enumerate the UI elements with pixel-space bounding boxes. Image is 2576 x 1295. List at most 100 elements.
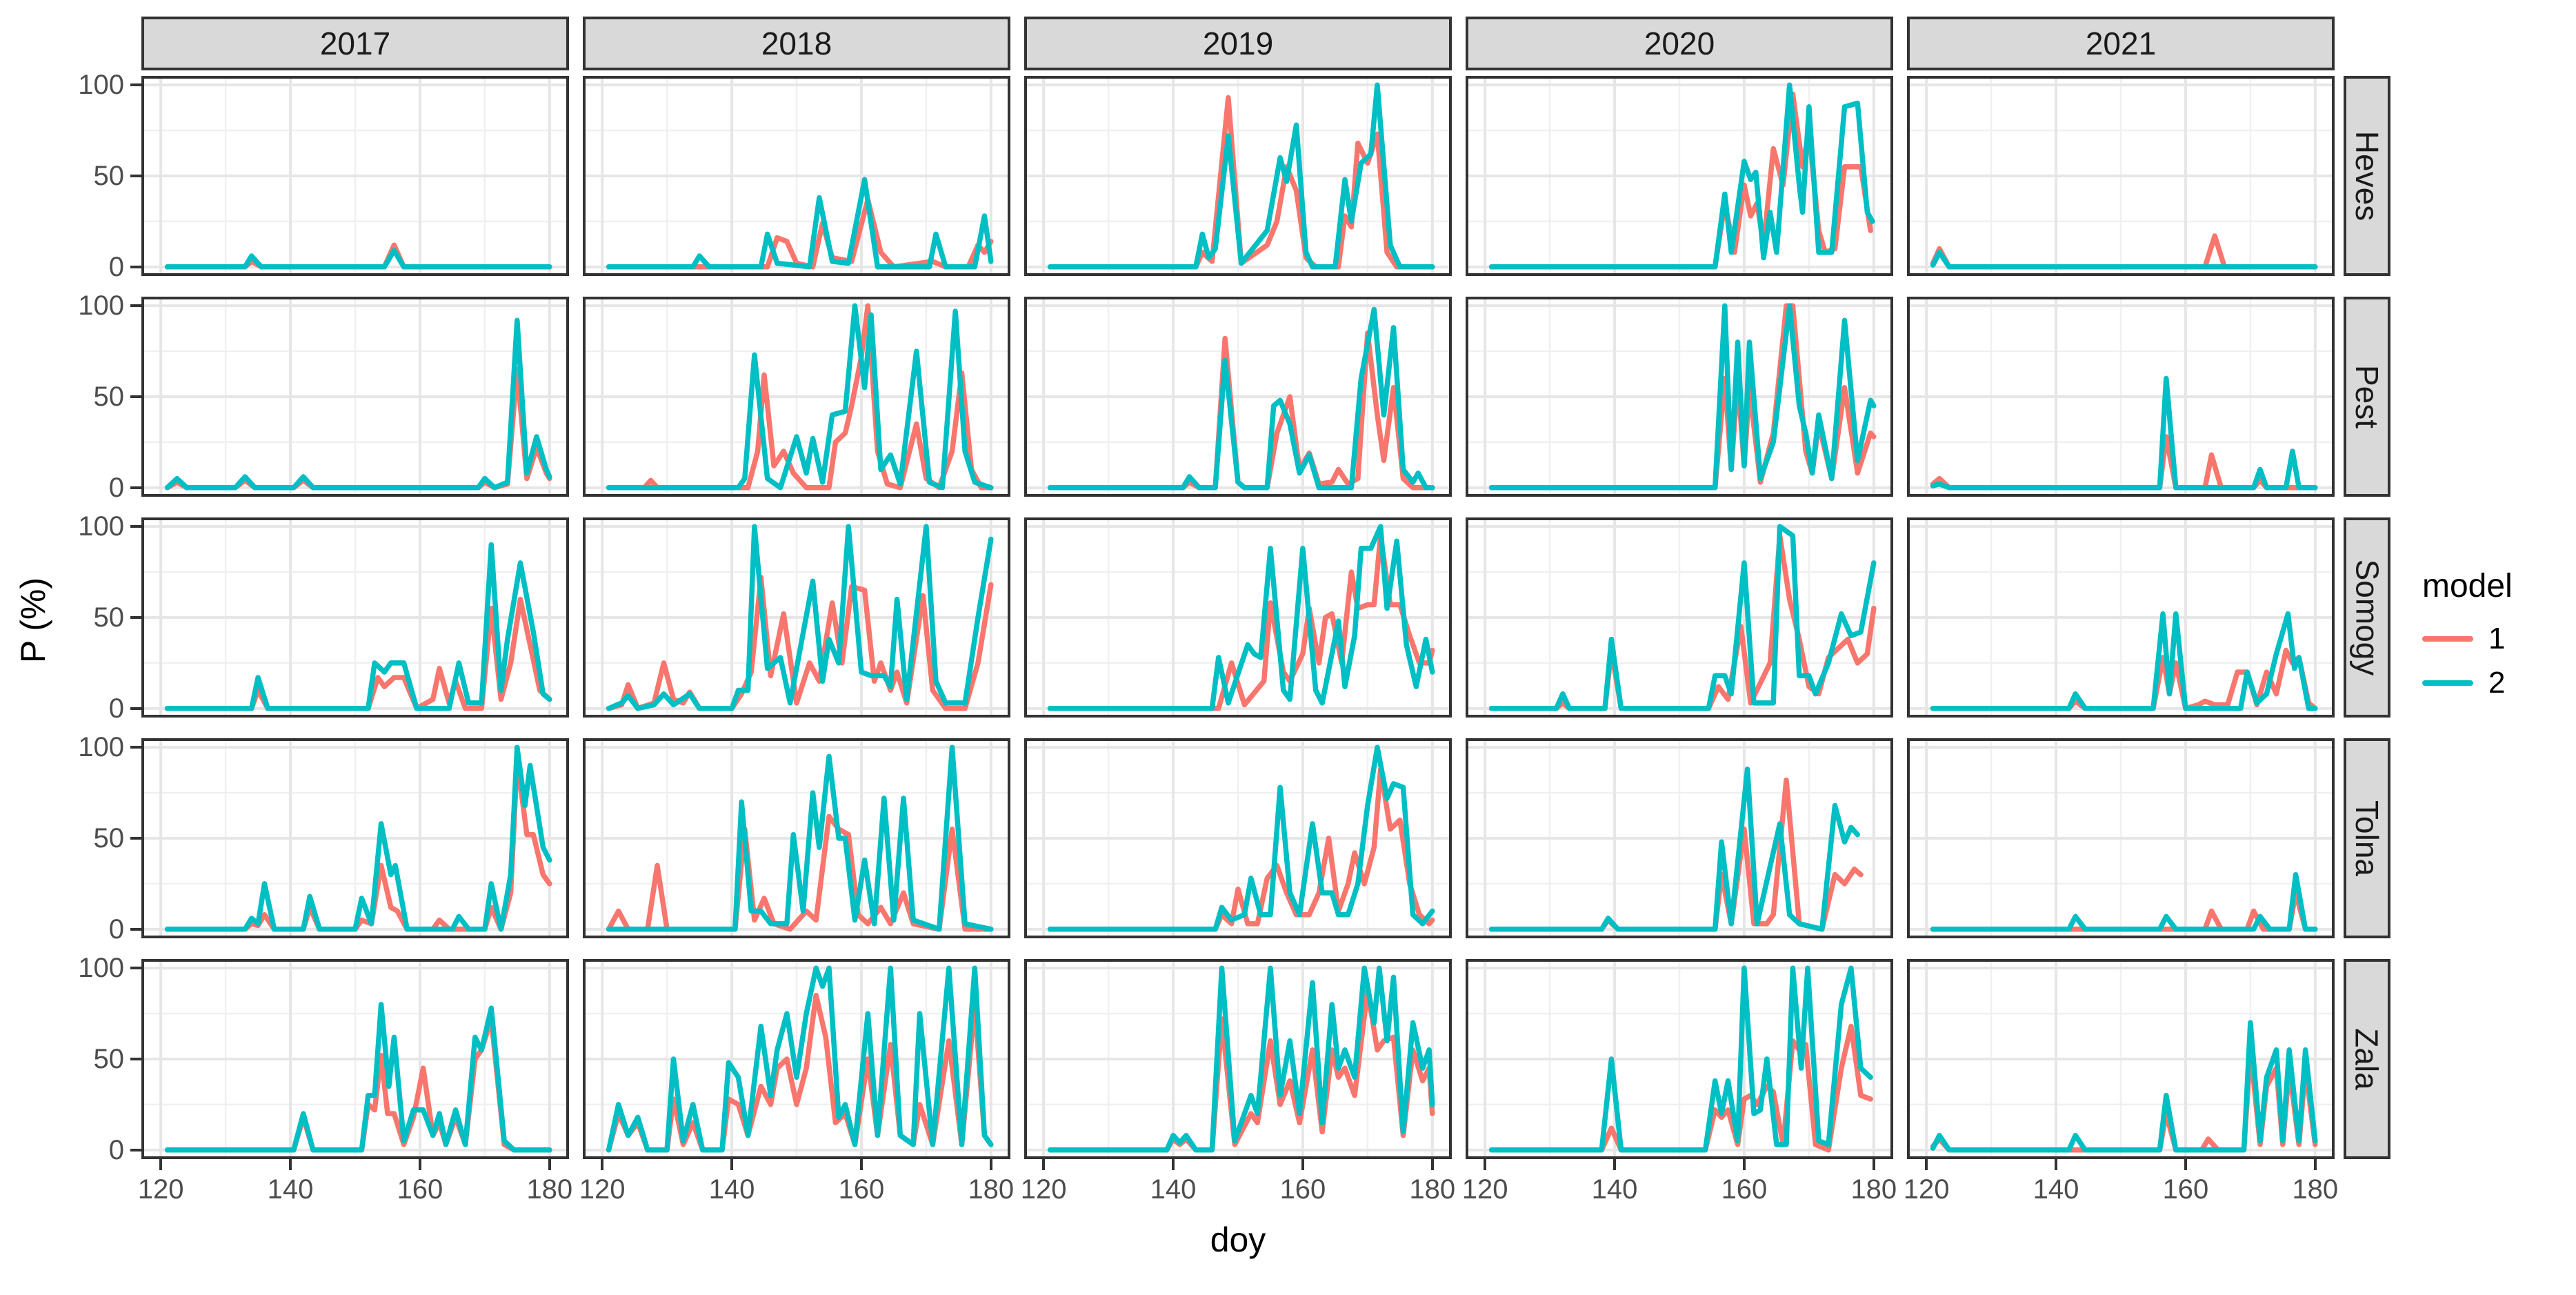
panel-2021-Zala bbox=[1907, 959, 2335, 1159]
y-tick-label-Somogy-50: 50 bbox=[93, 602, 125, 633]
facet-strip-region-Heves: Heves bbox=[2344, 76, 2390, 276]
panel-2019-Tolna bbox=[1024, 738, 1452, 938]
panel-2021-Heves bbox=[1907, 76, 2335, 276]
panel-2020-Tolna bbox=[1466, 738, 1893, 938]
x-tick-mark bbox=[1042, 1159, 1046, 1170]
y-tick-mark bbox=[130, 1148, 141, 1151]
y-tick-mark bbox=[130, 706, 141, 710]
panel-2020-Somogy bbox=[1466, 517, 1893, 718]
x-tick-label-2017-140: 140 bbox=[267, 1174, 314, 1205]
x-tick-label-2020-120: 120 bbox=[1461, 1174, 1508, 1205]
x-tick-label-2020-160: 160 bbox=[1721, 1174, 1768, 1205]
x-tick-mark bbox=[159, 1159, 163, 1170]
x-tick-mark bbox=[1872, 1159, 1875, 1170]
panel-2021-Tolna bbox=[1907, 738, 2335, 938]
panel-2017-Zala bbox=[141, 959, 569, 1159]
x-tick-mark bbox=[1613, 1159, 1617, 1170]
line-model-1-2019-Somogy bbox=[1047, 533, 1435, 711]
y-tick-mark bbox=[130, 265, 141, 268]
x-tick-mark bbox=[989, 1159, 992, 1170]
facet-strip-region-Tolna: Tolna bbox=[2344, 738, 2390, 938]
facet-strip-year-2019: 2019 bbox=[1024, 17, 1452, 70]
legend-label-model-1: 1 bbox=[2488, 622, 2506, 655]
x-tick-label-2021-160: 160 bbox=[2162, 1174, 2209, 1205]
x-tick-label-2017-160: 160 bbox=[397, 1174, 443, 1205]
panel-2019-Somogy bbox=[1024, 517, 1452, 718]
panel-2020-Heves bbox=[1466, 76, 1893, 276]
line-model-2-2018-Somogy bbox=[606, 524, 994, 711]
x-tick-mark bbox=[2055, 1159, 2058, 1170]
panel-2019-Pest bbox=[1024, 297, 1452, 497]
y-tick-label-Zala-0: 0 bbox=[108, 1134, 124, 1165]
y-tick-label-Heves-0: 0 bbox=[108, 251, 124, 282]
line-model-2-2021-Pest bbox=[1930, 375, 2318, 491]
line-model-1-2021-Heves bbox=[1930, 233, 2318, 270]
facet-strip-year-2021: 2021 bbox=[1907, 17, 2335, 70]
line-model-2-2020-Zala bbox=[1488, 965, 1873, 1153]
line-model-2-2020-Heves bbox=[1488, 82, 1875, 270]
x-tick-label-2017-180: 180 bbox=[526, 1174, 573, 1205]
legend-title: model bbox=[2422, 568, 2513, 604]
panel-2017-Heves bbox=[141, 76, 569, 276]
y-tick-label-Somogy-100: 100 bbox=[78, 511, 124, 542]
x-tick-label-2018-120: 120 bbox=[579, 1174, 626, 1205]
line-model-2-2017-Tolna bbox=[164, 744, 552, 932]
line-model-2-2021-Zala bbox=[1930, 1020, 2318, 1153]
x-tick-label-2018-140: 140 bbox=[708, 1174, 755, 1205]
panel-2020-Pest bbox=[1466, 297, 1893, 497]
panel-2021-Pest bbox=[1907, 297, 2335, 497]
line-model-2-2017-Pest bbox=[164, 317, 552, 491]
y-tick-mark bbox=[130, 175, 141, 177]
x-tick-label-2019-140: 140 bbox=[1150, 1174, 1197, 1205]
line-model-2-2019-Heves bbox=[1047, 82, 1435, 270]
legend-item-model-1: 1 bbox=[2422, 622, 2513, 656]
facet-strip-region-Zala: Zala bbox=[2344, 959, 2390, 1159]
line-model-2-2017-Somogy bbox=[164, 542, 552, 711]
line-model-1-2017-Somogy bbox=[164, 596, 552, 711]
line-model-2-2017-Heves bbox=[164, 248, 552, 270]
line-model-2-2019-Tolna bbox=[1047, 744, 1435, 932]
panel-2017-Somogy bbox=[141, 517, 569, 718]
line-model-2-2019-Zala bbox=[1047, 965, 1435, 1153]
x-tick-label-2019-180: 180 bbox=[1409, 1174, 1456, 1205]
y-tick-label-Pest-0: 0 bbox=[108, 472, 124, 503]
y-tick-label-Pest-100: 100 bbox=[78, 290, 124, 322]
y-tick-label-Pest-50: 50 bbox=[93, 382, 125, 412]
y-tick-label-Zala-100: 100 bbox=[78, 953, 124, 984]
line-model-2-2021-Tolna bbox=[1930, 871, 2318, 932]
y-tick-mark bbox=[130, 837, 141, 840]
y-tick-mark bbox=[130, 486, 141, 489]
x-tick-label-2021-180: 180 bbox=[2292, 1174, 2339, 1205]
panel-2017-Pest bbox=[141, 297, 569, 497]
y-tick-mark bbox=[130, 1058, 141, 1060]
x-tick-mark bbox=[548, 1159, 551, 1170]
y-tick-mark bbox=[130, 616, 141, 619]
legend-key-line-model-2 bbox=[2422, 680, 2473, 686]
y-tick-label-Somogy-0: 0 bbox=[108, 693, 124, 724]
x-tick-label-2021-120: 120 bbox=[1903, 1174, 1950, 1205]
x-tick-mark bbox=[2184, 1159, 2187, 1170]
legend-key-line-model-1 bbox=[2422, 636, 2473, 642]
facet-strip-region-Pest: Pest bbox=[2344, 297, 2390, 497]
x-tick-mark bbox=[1742, 1159, 1746, 1170]
x-tick-mark bbox=[289, 1159, 292, 1170]
y-tick-label-Tolna-100: 100 bbox=[78, 732, 124, 763]
x-tick-mark bbox=[1430, 1159, 1434, 1170]
facet-strip-region-Somogy: Somogy bbox=[2344, 517, 2390, 718]
y-axis-title: P (%) bbox=[14, 577, 52, 664]
line-model-1-2019-Tolna bbox=[1047, 767, 1435, 932]
x-tick-mark bbox=[1484, 1159, 1487, 1170]
line-model-2-2019-Pest bbox=[1047, 306, 1435, 491]
line-model-2-2019-Somogy bbox=[1047, 524, 1435, 711]
y-tick-mark bbox=[130, 927, 141, 931]
panel-2018-Pest bbox=[583, 297, 1010, 497]
x-tick-label-2020-180: 180 bbox=[1850, 1174, 1897, 1205]
line-model-2-2018-Heves bbox=[606, 177, 994, 270]
panel-2020-Zala bbox=[1466, 959, 1893, 1159]
y-tick-mark bbox=[130, 967, 141, 970]
legend-item-model-2: 2 bbox=[2422, 666, 2513, 700]
line-model-2-2018-Pest bbox=[606, 303, 994, 491]
line-model-2-2021-Somogy bbox=[1930, 611, 2318, 711]
legend: model 1 2 bbox=[2422, 567, 2513, 700]
